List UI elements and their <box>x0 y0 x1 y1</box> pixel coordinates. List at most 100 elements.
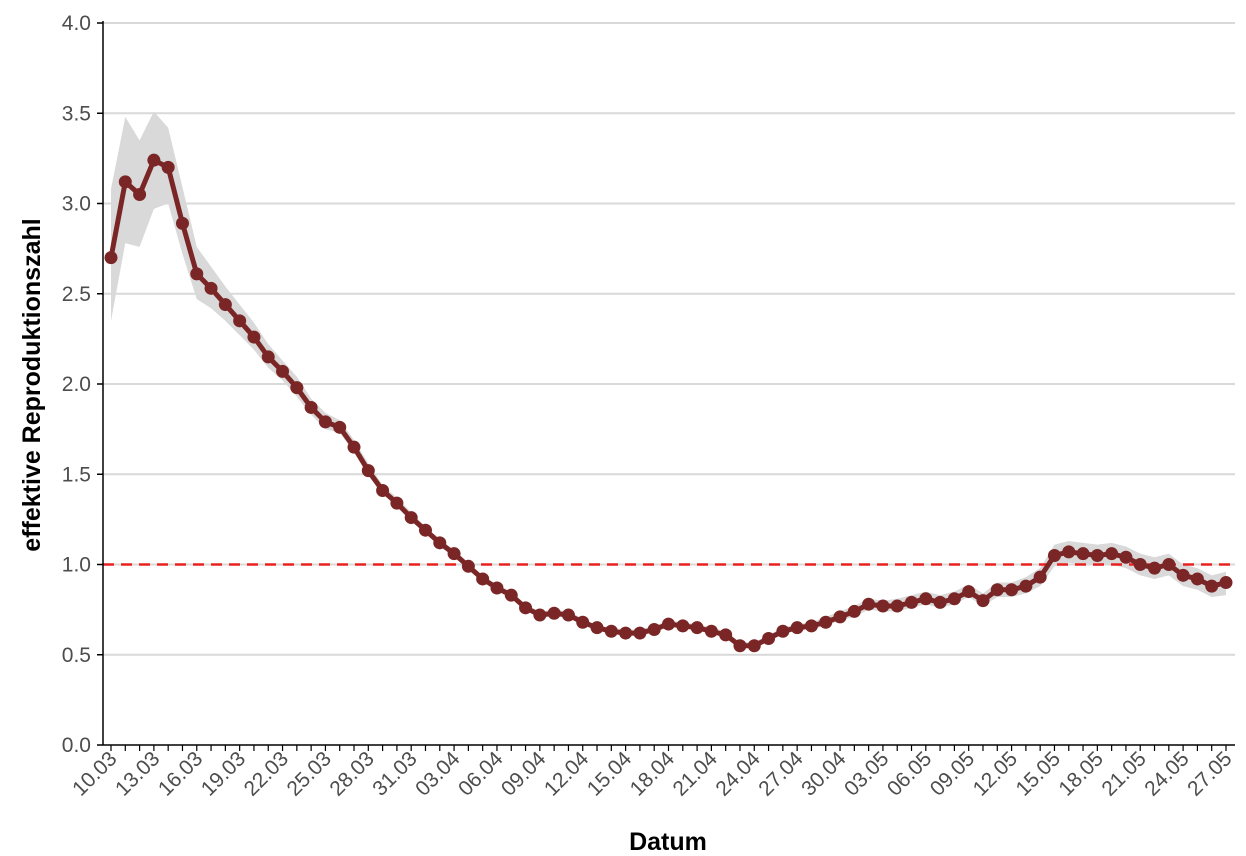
x-axis-title: Datum <box>629 828 707 856</box>
data-point <box>561 608 575 622</box>
data-point <box>1105 547 1119 561</box>
y-tick-label: 1.0 <box>62 554 91 577</box>
y-tick-label: 0.5 <box>62 644 91 667</box>
data-point <box>247 330 261 344</box>
data-point <box>133 187 147 201</box>
x-tick-label: 12.05 <box>969 747 1022 800</box>
data-point <box>604 624 618 638</box>
data-point <box>218 298 232 312</box>
axes: 0.00.51.01.52.02.53.03.54.010.0313.0316.… <box>62 12 1237 801</box>
data-point <box>147 153 161 167</box>
x-tick-label: 06.05 <box>883 747 936 800</box>
data-point <box>1033 570 1047 584</box>
data-point <box>1019 579 1033 593</box>
data-point <box>318 415 332 429</box>
x-tick-label: 16.03 <box>154 747 207 800</box>
x-tick-label: 18.04 <box>626 747 680 801</box>
x-tick-label: 03.05 <box>840 747 893 800</box>
data-point <box>361 464 375 478</box>
data-point <box>1190 572 1204 586</box>
data-point <box>804 619 818 633</box>
data-point <box>947 592 961 606</box>
data-point <box>619 626 633 640</box>
x-tick-label: 24.04 <box>711 747 765 801</box>
data-point <box>833 610 847 624</box>
data-point <box>1162 558 1176 571</box>
data-point <box>1076 547 1090 561</box>
data-point <box>290 381 304 395</box>
y-tick-label: 0.0 <box>62 734 91 757</box>
data-point <box>962 585 976 599</box>
y-tick-label: 4.0 <box>62 12 91 35</box>
data-point <box>1090 548 1104 562</box>
data-point <box>776 624 790 638</box>
data-point <box>1119 550 1133 564</box>
data-point <box>747 639 761 653</box>
data-point <box>190 267 204 281</box>
data-point <box>933 595 947 609</box>
x-tick-label: 21.05 <box>1097 747 1150 800</box>
x-tick-label: 30.04 <box>797 747 851 801</box>
confidence-band-layer <box>111 111 1226 648</box>
y-tick-label: 2.5 <box>62 283 91 306</box>
data-point <box>633 626 647 640</box>
x-tick-label: 28.03 <box>325 747 378 800</box>
y-axis-title: effektive Reproduktionszahl <box>18 218 46 551</box>
data-point <box>676 619 690 633</box>
x-tick-label: 27.05 <box>1183 747 1236 800</box>
y-tick-label: 1.5 <box>62 463 91 486</box>
data-point <box>590 621 604 635</box>
x-tick-label: 03.04 <box>411 747 465 801</box>
data-point <box>790 621 804 635</box>
data-point <box>461 559 475 573</box>
data-point <box>704 624 718 638</box>
data-point <box>418 523 432 537</box>
data-point <box>175 216 189 230</box>
data-point <box>733 639 747 653</box>
x-tick-label: 18.05 <box>1054 747 1107 800</box>
x-tick-label: 25.03 <box>283 747 336 800</box>
data-point <box>333 420 347 434</box>
data-point <box>390 496 404 510</box>
data-point <box>847 604 861 618</box>
data-point <box>161 160 175 174</box>
data-point <box>1047 548 1061 562</box>
data-point <box>819 615 833 629</box>
x-tick-label: 15.04 <box>583 747 637 801</box>
data-point <box>662 617 675 631</box>
data-point <box>905 595 919 609</box>
data-point <box>890 599 904 613</box>
data-point <box>862 597 876 611</box>
x-tick-label: 21.04 <box>668 747 722 801</box>
data-point <box>1219 576 1233 590</box>
data-point <box>347 440 361 454</box>
data-point <box>433 536 447 550</box>
data-point <box>1062 545 1076 559</box>
x-tick-label: 12.04 <box>540 747 594 801</box>
data-point <box>690 621 704 635</box>
data-point <box>118 175 132 189</box>
data-point <box>304 400 318 414</box>
x-tick-label: 31.03 <box>368 747 421 800</box>
data-point <box>919 592 933 606</box>
series-line <box>108 157 1229 649</box>
data-point <box>519 601 533 615</box>
data-point <box>976 594 990 608</box>
x-tick-label: 09.05 <box>926 747 979 800</box>
data-point <box>1133 558 1147 571</box>
data-point <box>104 251 118 265</box>
data-point <box>1005 583 1019 597</box>
data-point <box>762 632 776 645</box>
data-point <box>647 622 661 636</box>
data-point <box>447 547 461 561</box>
x-tick-label: 13.03 <box>111 747 164 800</box>
x-tick-label: 24.05 <box>1140 747 1193 800</box>
x-tick-label: 27.04 <box>754 747 808 801</box>
data-point <box>1205 579 1219 593</box>
data-point <box>276 364 290 378</box>
data-point <box>1176 568 1190 582</box>
data-point <box>547 606 561 620</box>
data-point <box>990 583 1004 597</box>
data-point <box>504 588 518 602</box>
